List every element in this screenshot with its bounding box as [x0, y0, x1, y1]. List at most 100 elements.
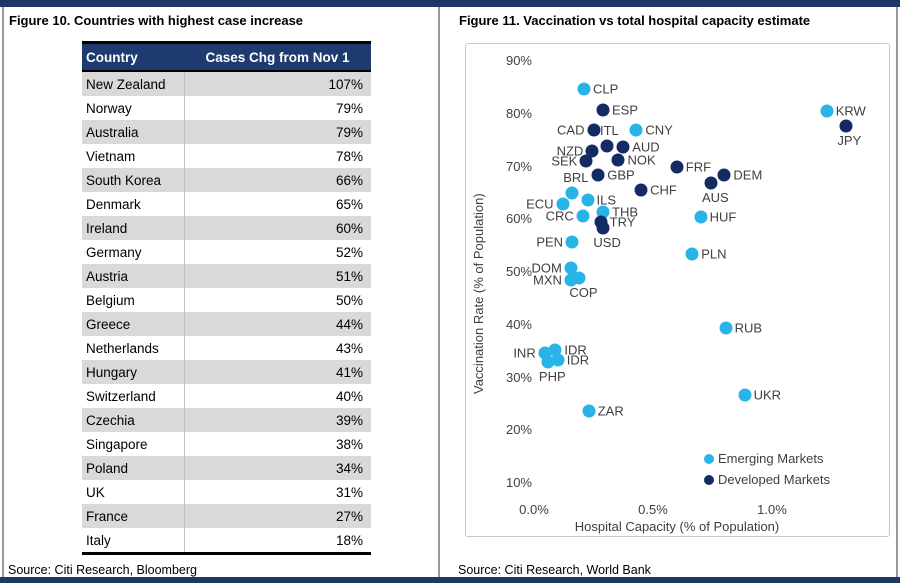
- cases-chg-value: 79%: [183, 120, 371, 144]
- point-pln-10: [685, 247, 699, 261]
- point-label-nok: NOK: [627, 152, 656, 168]
- point-php-17: [541, 355, 555, 369]
- point-label-inr: INR: [513, 345, 536, 361]
- cases-chg-value: 18%: [183, 528, 371, 554]
- table-row: Hungary 41%: [82, 360, 371, 384]
- country-name: Netherlands: [86, 340, 159, 356]
- cases-chg-value: 79%: [183, 96, 371, 120]
- country-name: Ireland: [86, 220, 128, 236]
- x-axis-tick: 0.5%: [638, 502, 668, 517]
- point-label-idr: IDR: [566, 352, 590, 368]
- point-jpy-1: [839, 119, 853, 133]
- table-row: Netherlands 43%: [82, 336, 371, 360]
- point-ecu-4: [556, 197, 570, 211]
- point-huf-9: [694, 210, 708, 224]
- point-rub-18: [719, 321, 733, 335]
- country-name: Germany: [86, 244, 142, 260]
- cases-chg-value: 27%: [183, 504, 371, 528]
- figure10-source: Source: Citi Research, Bloomberg: [8, 563, 197, 577]
- point-label-dem: DEM: [733, 167, 763, 183]
- table-row: Belgium 50%: [82, 288, 371, 312]
- point-dom-11: [564, 261, 578, 275]
- point-label-pen: PEN: [536, 234, 564, 250]
- point-label-krw: KRW: [835, 103, 866, 119]
- point-aus-11: [704, 176, 718, 190]
- point-label-ecu: ECU: [526, 196, 554, 212]
- cases-chg-value: 39%: [183, 408, 371, 432]
- point-nok-7: [611, 153, 625, 167]
- cases-chg-value: 65%: [183, 192, 371, 216]
- y-axis-tick: 10%: [505, 475, 532, 490]
- country-name: Singapore: [86, 436, 148, 452]
- point-label-nzd: NZD: [556, 143, 584, 159]
- y-axis-tick: 70%: [505, 158, 532, 174]
- country-name: Denmark: [86, 196, 141, 212]
- country-name: UK: [86, 484, 105, 500]
- country-name: Australia: [86, 124, 139, 140]
- table-row: UK 31%: [82, 480, 371, 504]
- legend-label: Emerging Markets: [718, 451, 824, 466]
- point-label-ukr: UKR: [753, 387, 782, 403]
- point-cop-13: [572, 271, 586, 285]
- point-dem-10: [717, 168, 731, 182]
- point-label-rub: RUB: [734, 320, 763, 336]
- y-axis-tick: 40%: [505, 316, 532, 332]
- table-row: Czechia 39%: [82, 408, 371, 432]
- legend-entry: Emerging Markets: [704, 448, 830, 469]
- point-label-idr: IDR: [564, 342, 587, 358]
- table-row: Norway 79%: [82, 96, 371, 120]
- point-thb-6: [596, 205, 610, 219]
- point-label-dom: DOM: [531, 260, 562, 276]
- point-label-aud: AUD: [632, 139, 660, 155]
- country-name: South Korea: [86, 172, 162, 188]
- point-label-brl: BRL: [563, 170, 589, 186]
- point-label-aus: AUS: [701, 190, 729, 206]
- table-row: Denmark 65%: [82, 192, 371, 216]
- country-name: Vietnam: [86, 148, 136, 164]
- figure11-title: Figure 11. Vaccination vs total hospital…: [459, 13, 811, 28]
- scatter-plot: Vaccination Rate (% of Population) Hospi…: [465, 43, 890, 537]
- cases-chg-value: 52%: [183, 240, 371, 264]
- point-zar-20: [582, 404, 596, 418]
- table-row: Germany 52%: [82, 240, 371, 264]
- figure10-title: Figure 10. Countries with highest case i…: [9, 13, 304, 28]
- point-frf-9: [670, 160, 684, 174]
- table-row: France 27%: [82, 504, 371, 528]
- point-label-sek: SEK: [551, 153, 578, 169]
- point-itl-3: [600, 139, 614, 153]
- x-axis-title: Hospital Capacity (% of Population): [574, 519, 780, 534]
- country-name: New Zealand: [86, 76, 166, 92]
- point-sek-6: [579, 154, 593, 168]
- point-nzd-4: [585, 144, 599, 158]
- point-label-crc: CRC: [545, 208, 574, 224]
- point-brl-3: [565, 186, 579, 200]
- panel-divider-line: [438, 7, 440, 577]
- cases-chg-value: 107%: [183, 71, 371, 96]
- table-row: Greece 44%: [82, 312, 371, 336]
- point-label-php: PHP: [538, 368, 566, 384]
- point-label-chf: CHF: [650, 182, 677, 198]
- table-row: Switzerland 40%: [82, 384, 371, 408]
- point-chf-12: [634, 183, 648, 197]
- country-name: Norway: [86, 100, 132, 116]
- point-gbp-8: [591, 168, 605, 182]
- legend-label: Developed Markets: [718, 472, 830, 487]
- point-krw-1: [820, 104, 834, 118]
- point-pen-8: [565, 235, 579, 249]
- cases-chg-value: 31%: [183, 480, 371, 504]
- country-name: France: [86, 508, 129, 524]
- table-header-row: Country Cases Chg from Nov 1: [82, 42, 371, 72]
- point-clp: [577, 82, 591, 96]
- point-label-try: TRY: [609, 214, 636, 230]
- cases-chg-value: 41%: [183, 360, 371, 384]
- point-label-gbp: GBP: [607, 167, 635, 183]
- y-axis-title: Vaccination Rate (% of Population): [471, 193, 486, 395]
- right-border-line: [896, 7, 898, 577]
- point-label-clp: CLP: [592, 81, 619, 97]
- legend-dot-icon: [704, 474, 714, 485]
- case-table-body: New Zealand 107% Norway 79% Australia 79% Viet…: [82, 71, 371, 554]
- cases-chg-value: 66%: [183, 168, 371, 192]
- cases-chg-value: 43%: [183, 336, 371, 360]
- point-crc-7: [576, 209, 590, 223]
